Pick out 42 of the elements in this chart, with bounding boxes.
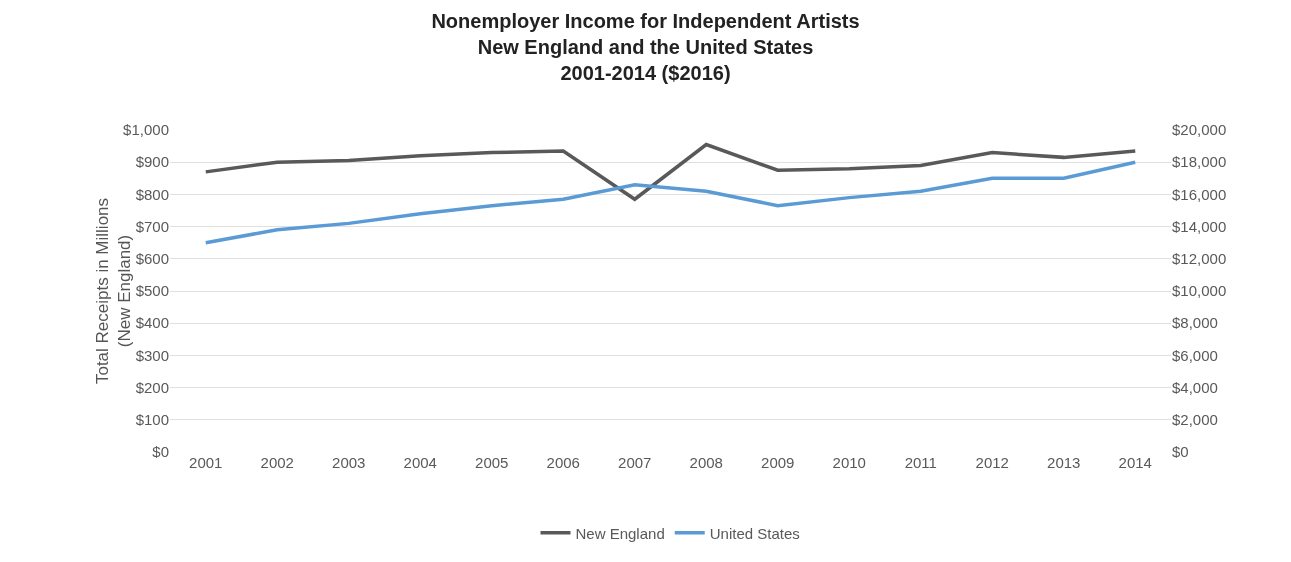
- y2-tick-label: $16,000: [1172, 185, 1227, 203]
- legend-label: New England: [575, 524, 665, 542]
- y-tick-label: $600: [135, 250, 169, 268]
- y-tick-label: $400: [135, 314, 169, 332]
- x-tick-label: 2007: [618, 454, 652, 471]
- y2-tick-label: $6,000: [1172, 346, 1218, 364]
- x-tick-label: 2010: [832, 454, 866, 471]
- legend-label: United States: [709, 524, 800, 542]
- y2-tick-label: $14,000: [1172, 217, 1227, 235]
- y-tick-label: $1,000: [123, 121, 169, 139]
- x-tick-label: 2014: [1118, 454, 1152, 471]
- x-tick-label: 2002: [260, 454, 294, 471]
- y-tick-label: $200: [135, 378, 169, 396]
- y2-tick-label: $0: [1172, 443, 1189, 461]
- x-tick-label: 2004: [403, 454, 437, 471]
- y2-tick-label: $2,000: [1172, 411, 1218, 429]
- x-tick-label: 2009: [761, 454, 795, 471]
- x-tick-label: 2008: [689, 454, 723, 471]
- x-tick-label: 2006: [546, 454, 580, 471]
- y2-tick-label: $18,000: [1172, 153, 1227, 171]
- chart-title: Nonemployer Income for Independent Artists New England and the United States 2001-2014 ($2016): [431, 10, 860, 85]
- x-tick-label: 2001: [189, 454, 223, 471]
- y-tick-label: $300: [135, 346, 169, 364]
- line-series: [204, 142, 1137, 201]
- y-tick-label: $0: [152, 443, 169, 461]
- y-tick-label: $700: [135, 217, 169, 235]
- x-tick-label: 2013: [1047, 454, 1081, 471]
- y2-tick-label: $4,000: [1172, 378, 1218, 396]
- line-series: [204, 160, 1137, 245]
- y-tick-label: $900: [135, 153, 169, 171]
- y2-tick-label: $8,000: [1172, 314, 1218, 332]
- y2-tick-label: $20,000: [1172, 121, 1227, 139]
- x-tick-label: 2011: [904, 454, 937, 471]
- x-tick-label: 2003: [332, 454, 366, 471]
- x-tick-label: 2005: [475, 454, 509, 471]
- y-axis-title: Total Receipts in Millions (New England): [92, 197, 134, 385]
- y-tick-label: $800: [135, 185, 169, 203]
- y2-tick-label: $10,000: [1172, 282, 1227, 300]
- y2-tick-label: $12,000: [1172, 250, 1227, 268]
- x-tick-label: 2012: [975, 454, 1009, 471]
- y-tick-label: $500: [135, 282, 169, 300]
- y-tick-label: $100: [135, 411, 169, 429]
